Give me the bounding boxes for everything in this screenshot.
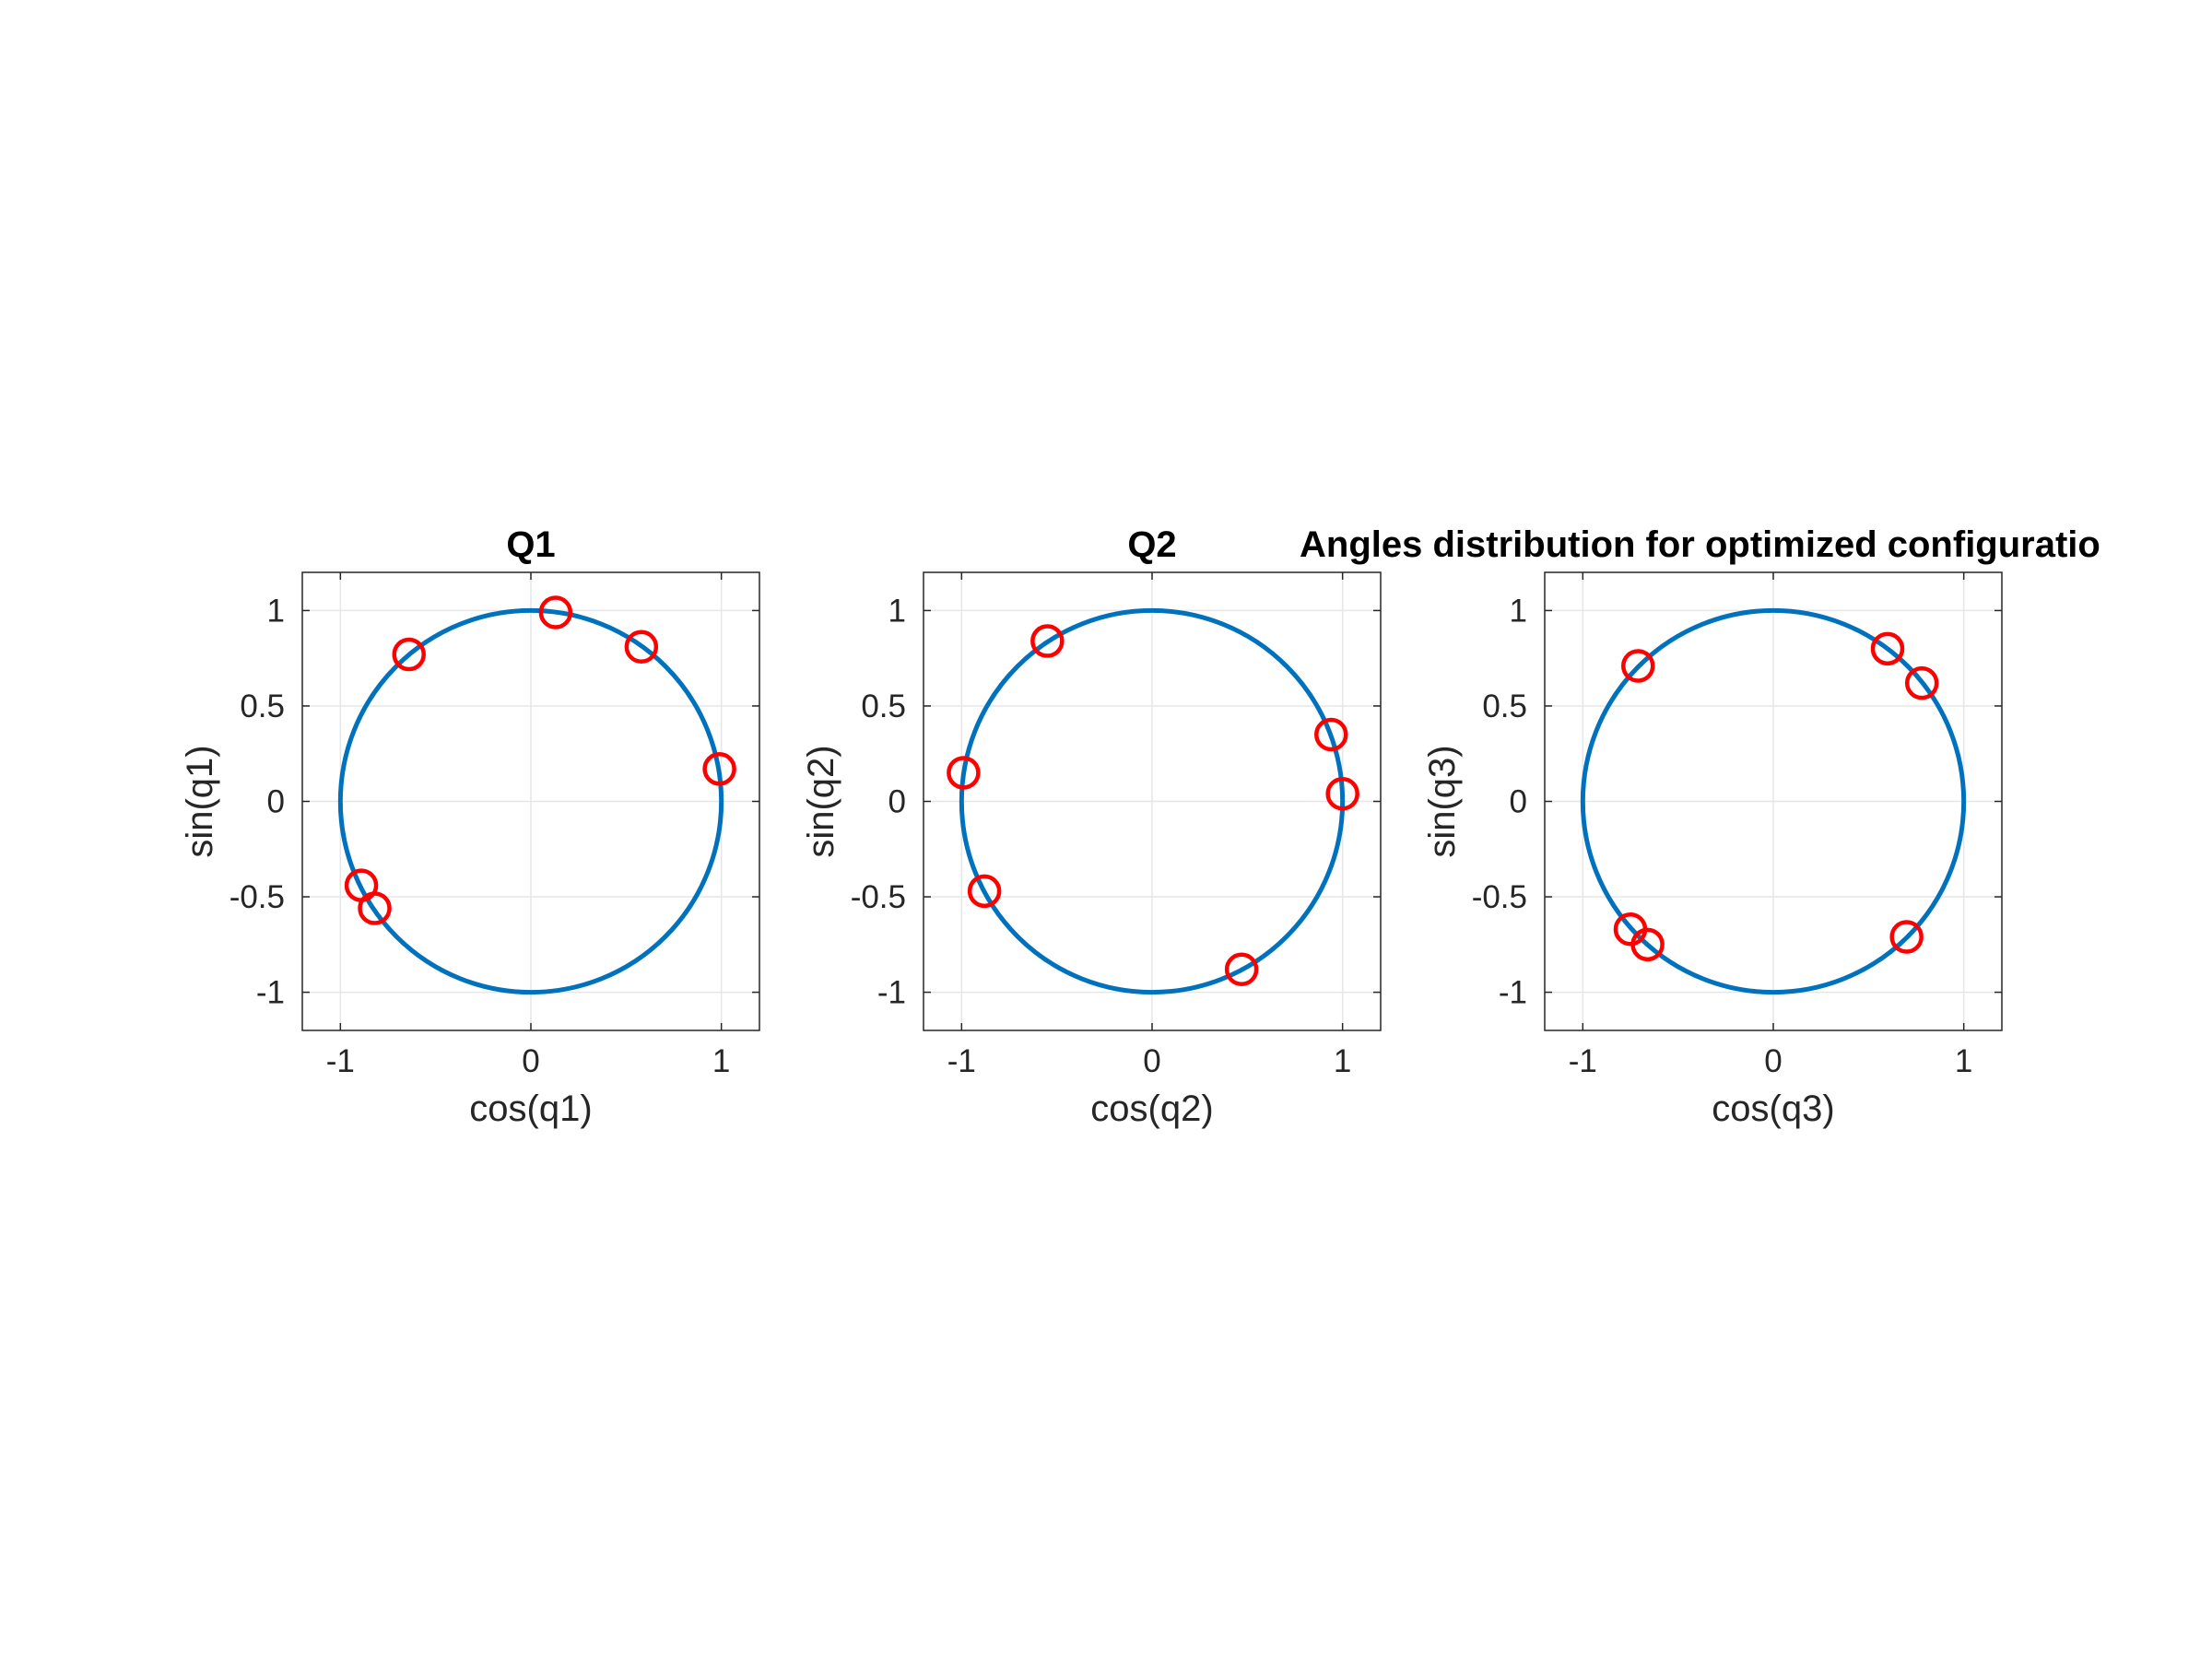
y-tick-label: -0.5 [1472, 879, 1527, 915]
axes-box [301, 571, 760, 1031]
x-tick-label: -1 [326, 1043, 355, 1079]
data-point-2 [947, 756, 981, 790]
x-tick-label: -1 [947, 1043, 976, 1079]
data-point-5 [967, 874, 1002, 909]
data-point-3 [1314, 717, 1348, 752]
data-point-6 [358, 891, 392, 925]
data-point-1 [1621, 649, 1655, 683]
y-tick-label: 1 [888, 593, 906, 629]
panel-title: Q2 [1127, 524, 1176, 565]
unit-circle-line [1580, 607, 1967, 995]
y-tick-label: 0.5 [861, 688, 906, 724]
y-tick-label: -0.5 [851, 879, 906, 915]
y-tick-label: 1 [267, 593, 285, 629]
data-point-5 [1630, 927, 1665, 962]
y-tick-label: -1 [256, 975, 285, 1011]
data-point-1 [538, 595, 573, 629]
x-tick-label: -1 [1569, 1043, 1597, 1079]
x-axis-label: cos(q3) [1712, 1088, 1834, 1129]
overlay-title: Angles distribution for optimized config… [1300, 524, 2100, 565]
y-tick-label: 0.5 [240, 688, 285, 724]
subplot-1: -1 0 1 -1 -0.5 0 0.5 1 cos(q1) sin(q1) Q1 [180, 524, 760, 1129]
axes-box [1544, 571, 2003, 1031]
x-tick-label: 0 [522, 1043, 539, 1079]
axes-box [923, 571, 1382, 1031]
x-tick-label: 0 [1143, 1043, 1160, 1079]
data-point-3 [392, 637, 426, 672]
x-tick-label: 1 [1334, 1043, 1351, 1079]
y-axis-label: sin(q2) [801, 745, 841, 857]
x-axis-label: cos(q2) [1090, 1088, 1213, 1129]
unit-circle-line [337, 607, 724, 995]
y-axis-label: sin(q1) [180, 745, 220, 857]
subplot-3: -1 0 1 -1 -0.5 0 0.5 1 cos(q3) sin(q3) [1422, 571, 2003, 1129]
y-tick-label: 0 [267, 784, 285, 820]
data-point-6 [1889, 920, 1924, 954]
subplot-2: -1 0 1 -1 -0.5 0 0.5 1 cos(q2) sin(q2) Q2 [801, 524, 1382, 1129]
data-point-3 [1904, 665, 1939, 700]
x-tick-label: 0 [1764, 1043, 1782, 1079]
subplot-panels: -1 0 1 -1 -0.5 0 0.5 1 cos(q1) sin(q1) Q1 -1 0 1 -1 -0.… [180, 524, 2003, 1129]
y-tick-label: -1 [877, 975, 906, 1011]
y-tick-label: -0.5 [229, 879, 285, 915]
data-point-4 [1325, 776, 1359, 811]
data-point-1 [1030, 624, 1065, 658]
y-tick-label: -1 [1499, 975, 1527, 1011]
unit-circle-line [959, 607, 1346, 995]
data-point-2 [1870, 631, 1905, 666]
x-tick-label: 1 [712, 1043, 730, 1079]
y-axis-label: sin(q3) [1422, 745, 1463, 857]
panel-title: Q1 [506, 524, 555, 565]
x-axis-label: cos(q1) [469, 1088, 592, 1129]
data-point-2 [624, 629, 659, 665]
y-tick-label: 1 [1510, 593, 1527, 629]
y-tick-label: 0 [1510, 784, 1527, 820]
data-point-4 [702, 752, 736, 786]
y-tick-label: 0 [888, 784, 906, 820]
x-tick-label: 1 [1955, 1043, 1972, 1079]
y-tick-label: 0.5 [1482, 688, 1527, 724]
data-point-6 [1224, 952, 1259, 986]
